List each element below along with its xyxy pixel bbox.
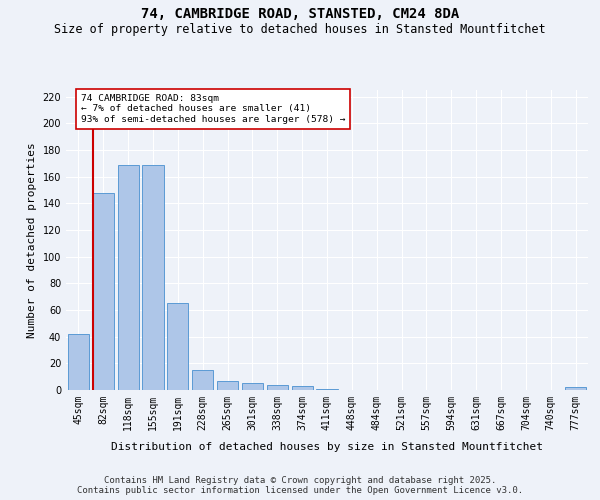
- Text: Size of property relative to detached houses in Stansted Mountfitchet: Size of property relative to detached ho…: [54, 22, 546, 36]
- Bar: [142, 164, 164, 390]
- Bar: [565, 388, 586, 390]
- Bar: [118, 164, 139, 390]
- Bar: [316, 388, 338, 390]
- Text: 74 CAMBRIDGE ROAD: 83sqm
← 7% of detached houses are smaller (41)
93% of semi-de: 74 CAMBRIDGE ROAD: 83sqm ← 7% of detache…: [81, 94, 345, 124]
- Bar: [93, 192, 114, 390]
- Bar: [267, 384, 288, 390]
- Bar: [217, 380, 238, 390]
- Text: Distribution of detached houses by size in Stansted Mountfitchet: Distribution of detached houses by size …: [111, 442, 543, 452]
- Bar: [242, 384, 263, 390]
- Bar: [167, 304, 188, 390]
- Bar: [192, 370, 213, 390]
- Bar: [292, 386, 313, 390]
- Y-axis label: Number of detached properties: Number of detached properties: [27, 142, 37, 338]
- Bar: [68, 334, 89, 390]
- Text: 74, CAMBRIDGE ROAD, STANSTED, CM24 8DA: 74, CAMBRIDGE ROAD, STANSTED, CM24 8DA: [141, 8, 459, 22]
- Text: Contains HM Land Registry data © Crown copyright and database right 2025.
Contai: Contains HM Land Registry data © Crown c…: [77, 476, 523, 495]
